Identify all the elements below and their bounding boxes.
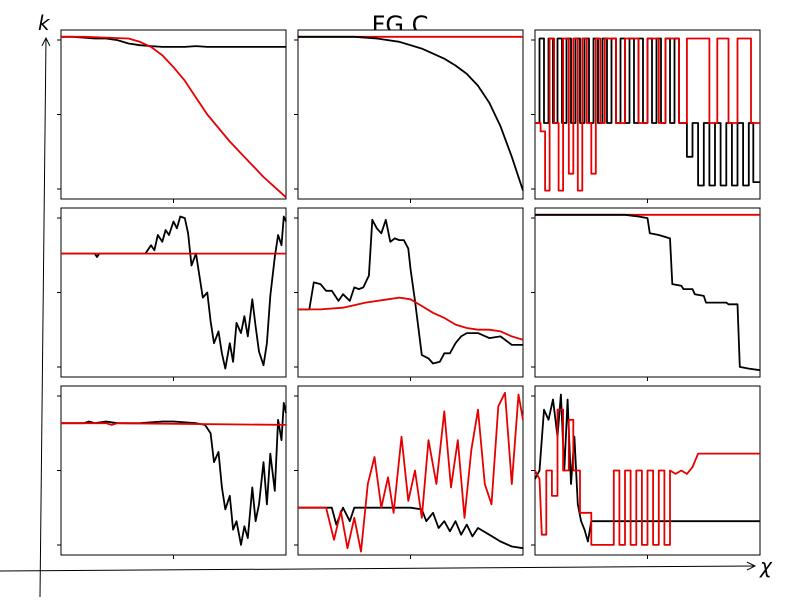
series-line-red <box>61 422 287 426</box>
y-axis-letter: k <box>38 11 51 35</box>
panel-r1c3 <box>531 29 761 203</box>
panel-r3c1 <box>57 385 287 559</box>
series-line-black <box>298 35 524 191</box>
x-axis-letter: χ <box>759 554 773 578</box>
panel-r1c2 <box>294 29 524 203</box>
series-line-red <box>61 35 287 198</box>
panel-frame <box>297 385 524 556</box>
series-line-red <box>535 37 760 192</box>
panel-frame <box>534 207 761 378</box>
panel-frame <box>297 207 524 378</box>
series-line-black <box>61 35 286 48</box>
panel-r3c2 <box>294 385 524 559</box>
panel-frame <box>60 29 287 200</box>
series-line-red <box>298 391 524 553</box>
series-line-red <box>298 296 524 341</box>
series-line-black <box>61 215 287 370</box>
panel-r2c1 <box>57 207 287 381</box>
panel-frame <box>60 207 287 378</box>
series-line-red <box>534 408 760 546</box>
panel-r2c3 <box>531 207 761 381</box>
series-line-black <box>535 213 761 372</box>
panel-frame <box>60 385 287 556</box>
panel-r2c2 <box>294 207 524 381</box>
series-line-black <box>298 506 524 550</box>
outer-y-axis-arrow <box>39 38 46 598</box>
panel-grid <box>57 29 761 559</box>
outer-x-axis-arrow <box>0 566 755 572</box>
panel-r1c1 <box>57 29 287 203</box>
panel-frame <box>297 29 524 200</box>
series-line-black <box>298 218 523 365</box>
panel-r3c3 <box>531 385 761 559</box>
